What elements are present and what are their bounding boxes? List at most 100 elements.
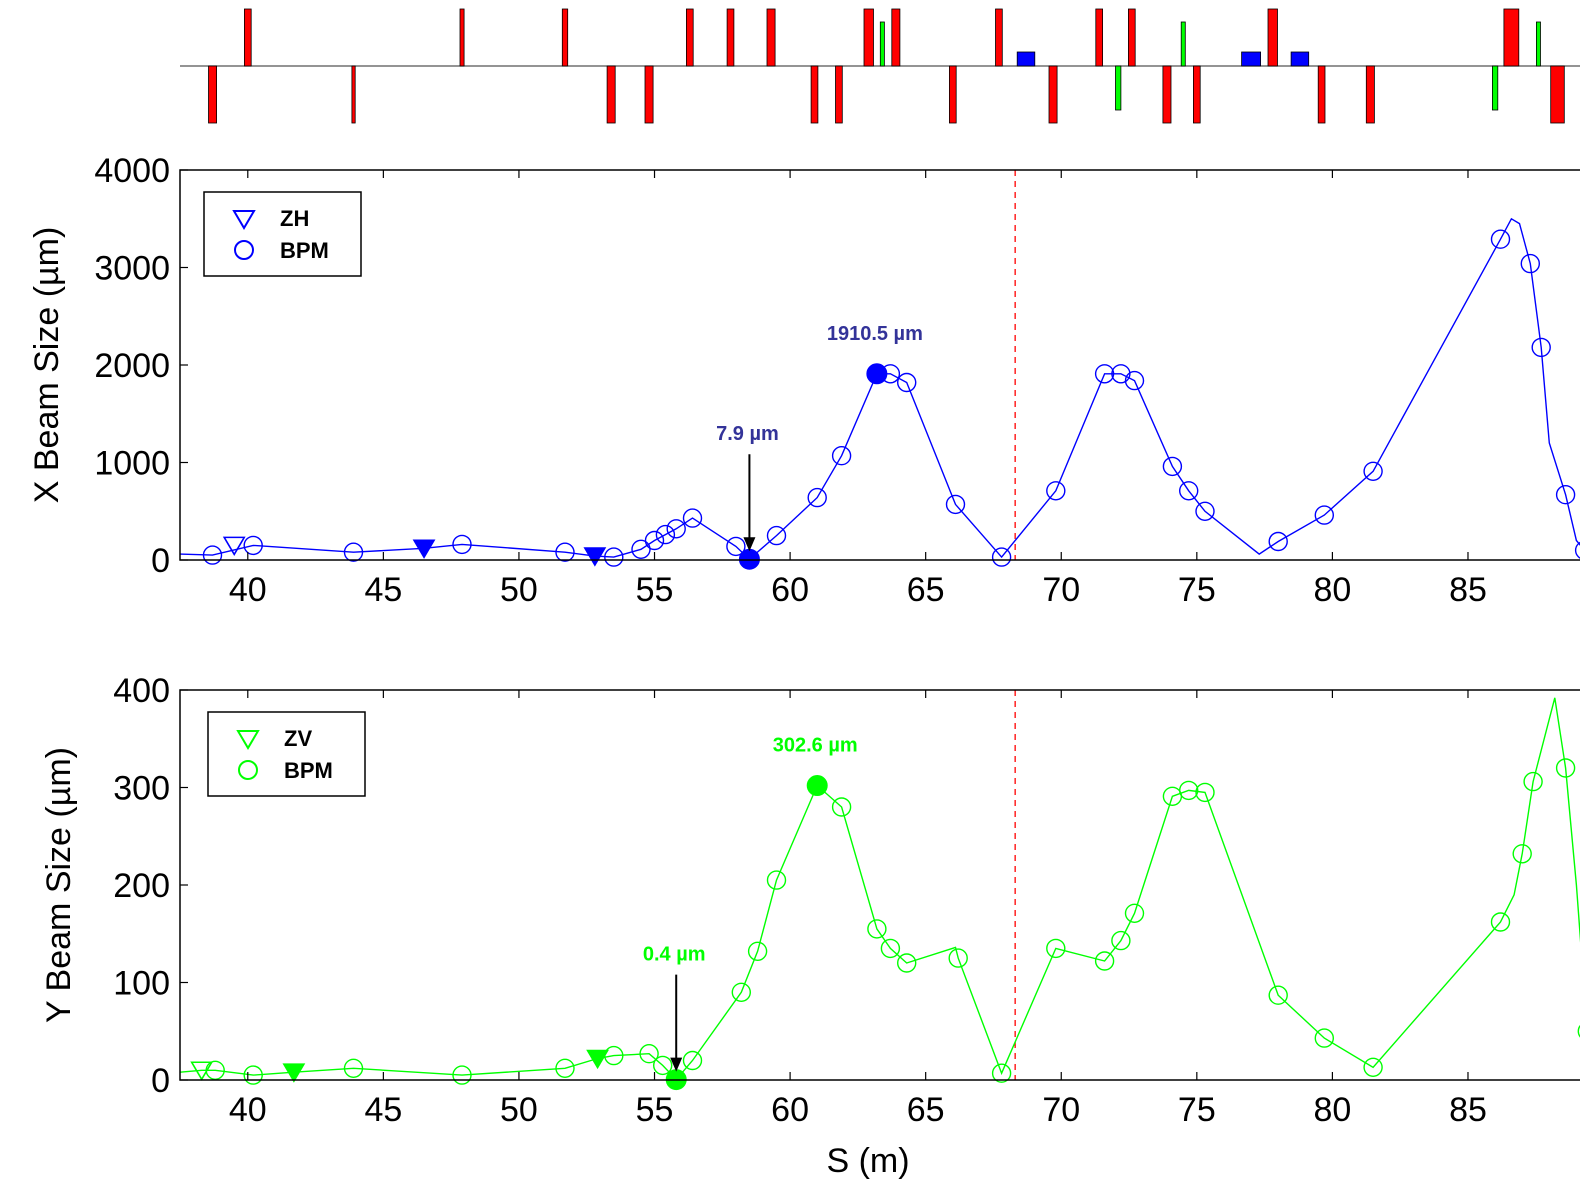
- lattice-quad-9: [766, 8, 776, 67]
- y-bpm-point-32: [1577, 1024, 1580, 1038]
- x-bpm-point-16: [897, 372, 917, 393]
- lattice-quad-26: [1267, 8, 1278, 67]
- x-ytick-label: 2000: [94, 347, 170, 385]
- lattice-quad-28: [1317, 65, 1326, 124]
- y-bpm-point-3: [452, 1065, 472, 1085]
- y-bpm-point-31: [1555, 758, 1576, 778]
- x-xtick-label: 60: [771, 571, 809, 609]
- y-bpm-point-8: [682, 1050, 703, 1071]
- y-legend-corrector-label: ZV: [284, 726, 312, 751]
- x-bpm-point-10: [682, 508, 703, 528]
- lattice-corrector-20: [1115, 65, 1122, 111]
- x-bpm-point-25: [1195, 501, 1215, 521]
- y-bpm-point-27: [1363, 1057, 1383, 1078]
- lattice-quad-29: [1365, 65, 1375, 124]
- y-bpm-point-15: [897, 953, 917, 973]
- lattice-quad-7: [686, 8, 694, 67]
- x-bpm-point-29: [1490, 229, 1511, 249]
- y-bpm-point-30: [1523, 771, 1543, 792]
- x-corrector-marker-2: [583, 547, 607, 567]
- y-bpm-point-17: [991, 1063, 1012, 1083]
- x-bpm-point-32: [1555, 485, 1576, 505]
- x-corrector-marker-0: [222, 536, 246, 556]
- y-bpm-point-4: [555, 1058, 575, 1079]
- x-beam-size-plot: 1910.5 µm 7.9 µm 40 45 50 55 60 65 70 75 80 85 0 100…: [28, 152, 1580, 609]
- y-plot-xlabel: S (m): [826, 1142, 909, 1180]
- lattice-quad-14: [891, 8, 901, 67]
- y-annotation-arrowhead-1: [670, 1057, 683, 1072]
- y-xtick-label: 45: [364, 1091, 402, 1129]
- y-bpm-point-10: [747, 941, 768, 961]
- y-legend-box: [207, 711, 366, 797]
- y-bpm-point-16: [948, 948, 968, 968]
- y-plot-marks: 302.6 µm 0.4 µm: [179, 690, 1580, 1091]
- x-bpm-point-27: [1314, 505, 1335, 525]
- x-highlight-point-1: [738, 548, 760, 570]
- x-bpm-point-26: [1268, 531, 1288, 552]
- x-xtick-label: 45: [364, 571, 402, 609]
- lattice-quad-8: [726, 8, 735, 67]
- x-bpm-point-22: [1124, 370, 1145, 391]
- lattice-bpm-27: [1290, 51, 1310, 67]
- x-bpm-point-5: [604, 547, 624, 567]
- y-bpm-point-25: [1268, 985, 1288, 1005]
- x-bpm-point-23: [1162, 456, 1183, 477]
- y-bpm-point-7: [653, 1055, 673, 1076]
- x-xtick-label: 50: [500, 571, 538, 609]
- x-plot-ylabel: X Beam Size (µm): [28, 227, 66, 504]
- x-ytick-label: 4000: [94, 152, 170, 190]
- x-highlight-point-0: [866, 363, 888, 385]
- y-plot-frame: [179, 689, 1580, 1081]
- y-bpm-point-28: [1490, 912, 1511, 932]
- x-legend-box: [203, 191, 362, 277]
- y-bpm-point-21: [1124, 903, 1145, 923]
- x-legend-corrector-label: ZH: [280, 206, 309, 231]
- y-xtick-label: 75: [1178, 1091, 1216, 1129]
- y-beam-size-plot: 302.6 µm 0.4 µm 40 45 50 55 60 65 70 75 80 85 0 100 2…: [40, 672, 1580, 1180]
- x-bpm-point-14: [831, 446, 852, 466]
- x-annotation-label-1: 7.9 µm: [716, 423, 779, 445]
- y-bpm-point-20: [1111, 930, 1131, 951]
- x-bpm-point-1: [243, 535, 263, 556]
- x-bpm-point-8: [655, 524, 676, 545]
- x-xtick-label: 75: [1178, 571, 1216, 609]
- y-bpm-point-13: [867, 919, 887, 939]
- x-beam-size-curve: [179, 217, 1580, 561]
- x-bpm-point-11: [726, 536, 746, 557]
- x-bpm-point-31: [1531, 337, 1551, 358]
- lattice-quad-24: [1193, 65, 1201, 124]
- y-bpm-point-12: [831, 797, 852, 817]
- x-annotation-label-0: 1910.5 µm: [827, 323, 923, 345]
- y-ytick-label: 400: [113, 672, 170, 710]
- lattice-strip: [180, 8, 1580, 124]
- y-plot-ticks: 40 45 50 55 60 65 70 75 80 85 0 100 200 300 400: [113, 672, 1487, 1129]
- y-bpm-point-2: [343, 1058, 364, 1079]
- x-plot-ticks: 40 45 50 55 60 65 70 75 80 85 0 1000 2000 3000 4000: [94, 152, 1487, 609]
- x-bpm-point-28: [1363, 461, 1383, 481]
- y-ytick-label: 100: [113, 965, 170, 1003]
- x-ytick-label: 0: [151, 542, 170, 580]
- x-bpm-point-21: [1111, 364, 1131, 384]
- y-bpm-point-23: [1178, 780, 1199, 801]
- y-legend-corrector-marker: [236, 730, 260, 750]
- x-bpm-point-2: [343, 542, 364, 562]
- y-corrector-marker-1: [282, 1063, 306, 1083]
- x-ytick-label: 3000: [94, 250, 170, 288]
- lattice-bpm-17: [1016, 51, 1036, 67]
- x-xtick-label: 55: [636, 571, 674, 609]
- x-bpm-point-20: [1094, 364, 1115, 384]
- y-xtick-label: 80: [1313, 1091, 1351, 1129]
- lattice-quad-21: [1128, 8, 1136, 67]
- y-bpm-point-11: [766, 870, 787, 890]
- y-bpm-point-14: [880, 938, 901, 959]
- x-bpm-point-6: [631, 539, 651, 559]
- x-annotation-arrowhead-1: [743, 537, 756, 552]
- lattice-quad-0: [208, 65, 218, 124]
- x-plot-marks: 1910.5 µm 7.9 µm: [179, 170, 1580, 570]
- y-bpm-point-26: [1314, 1028, 1335, 1048]
- y-bpm-point-18: [1046, 938, 1066, 959]
- x-bpm-point-3: [452, 534, 472, 555]
- y-corrector-marker-0: [190, 1061, 214, 1081]
- x-xtick-label: 85: [1449, 571, 1487, 609]
- lattice-quad-3: [459, 8, 465, 67]
